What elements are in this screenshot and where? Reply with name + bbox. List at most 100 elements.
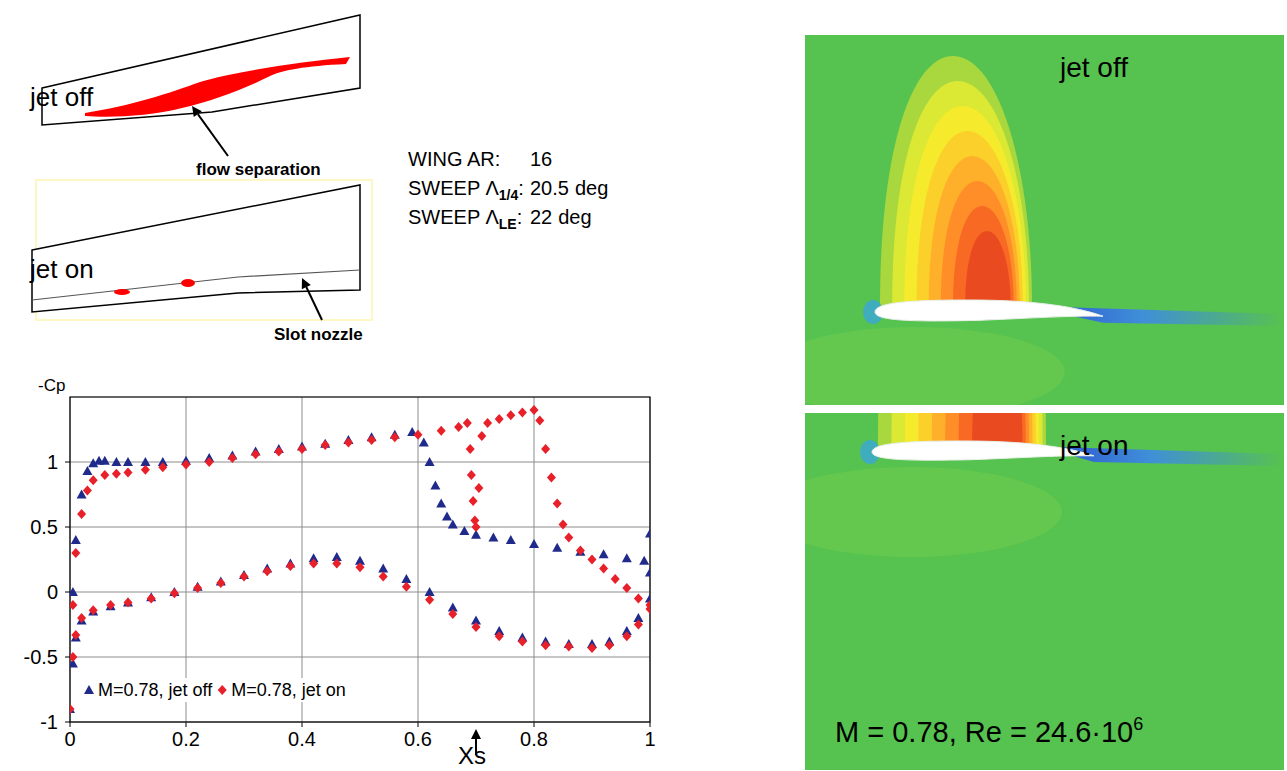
conditions-superscript: 6 (1133, 714, 1143, 734)
data-point (611, 574, 620, 584)
tick-label-x: 0.4 (288, 728, 316, 750)
data-point (100, 470, 109, 480)
tick-y (65, 592, 70, 593)
data-point (228, 453, 237, 463)
data-point (530, 405, 539, 415)
data-point (425, 587, 435, 596)
parameter-label: WING AR: (408, 148, 500, 170)
parameter-prefix: SWEEP Λ (408, 206, 499, 228)
series-triangle (70, 427, 650, 713)
supersonic-region (880, 56, 1032, 306)
conditions-text: M = 0.78, Re = 24.6·10 (835, 716, 1133, 748)
tick-label-x: 0.8 (520, 728, 548, 750)
data-point (77, 613, 86, 623)
data-point (124, 467, 133, 477)
data-point (436, 499, 446, 508)
data-point (639, 556, 649, 565)
planform-jet-off: jet offflow separation (29, 15, 360, 179)
data-point (158, 462, 167, 472)
data-point (448, 519, 458, 528)
legend-marker (84, 685, 94, 694)
data-point (170, 588, 179, 598)
tick-x (302, 722, 303, 727)
separation-arrow (192, 106, 228, 156)
parameter-subscript: 1/4 (499, 187, 519, 203)
grid-line-x (418, 397, 419, 722)
data-point (437, 426, 446, 436)
legend-background (80, 678, 350, 702)
tick-label-y: 0.5 (30, 516, 58, 538)
parameter-number: 22 (530, 206, 552, 228)
data-point (506, 410, 515, 420)
data-point (425, 457, 435, 466)
data-point (634, 620, 643, 630)
data-point (448, 609, 457, 619)
data-point (634, 594, 643, 604)
data-point (89, 475, 98, 485)
supersonic-region (965, 231, 1011, 306)
panel-label: jet off (1059, 52, 1128, 83)
parameter-unit: deg (558, 206, 591, 228)
data-points (70, 405, 650, 714)
data-point (547, 473, 556, 483)
data-point (495, 631, 504, 641)
data-point (414, 430, 423, 440)
data-point (367, 435, 376, 445)
data-point (124, 597, 133, 607)
parameter-suffix: : (517, 206, 523, 228)
panel-label: jet on (1059, 430, 1129, 461)
parameter-value: 20.5deg (530, 177, 608, 199)
data-point (564, 642, 573, 652)
cp-chart: 00.20.40.60.81-1-0.500.51-CpM=0.78, jet … (24, 376, 656, 769)
data-point (483, 418, 492, 428)
parameter-suffix: : (518, 177, 524, 199)
data-point (477, 431, 486, 441)
annotation-label: Xs (458, 742, 486, 769)
plot-area (70, 397, 650, 722)
figure: jet offflow separation jet on Slot nozzle W… (0, 0, 1287, 771)
y-axis-title: -Cp (38, 376, 65, 395)
legend-label: M=0.78, jet off (98, 680, 213, 700)
planform-jet-on: jet on Slot nozzle (29, 180, 372, 344)
planform-label: jet on (29, 254, 94, 284)
supersonic-region (941, 181, 1017, 306)
data-point (123, 597, 133, 606)
data-point (442, 512, 452, 521)
data-point (193, 583, 202, 593)
data-point (298, 444, 307, 454)
data-point (274, 447, 283, 457)
data-point (541, 640, 550, 650)
data-point (70, 704, 75, 714)
data-point (495, 414, 504, 424)
slot-label: Slot nozzle (274, 325, 363, 344)
parameter-unit: deg (575, 177, 608, 199)
data-point (518, 636, 527, 646)
slot-arrow (302, 278, 322, 320)
data-point (559, 519, 568, 529)
data-point (454, 422, 463, 432)
slot-arrow-head (302, 278, 311, 289)
wing-parameters: WING AR:16SWEEP Λ1/4:20.5degSWEEP ΛLE:22… (408, 148, 608, 232)
parameter-label: SWEEP ΛLE: (408, 206, 522, 232)
supersonic-region (953, 206, 1014, 306)
data-point (430, 480, 440, 489)
legend-marker (218, 685, 227, 695)
data-point (71, 535, 81, 544)
data-point (576, 545, 585, 555)
tick-label-x: 0.2 (172, 728, 200, 750)
data-point (529, 539, 539, 548)
data-point (141, 465, 150, 475)
legend: M=0.78, jet offM=0.78, jet on (80, 678, 350, 702)
data-point (466, 444, 475, 454)
tick-x (650, 722, 651, 727)
series-diamond (70, 405, 650, 714)
data-point (469, 496, 478, 506)
field-background (805, 413, 1284, 770)
data-point (646, 604, 651, 614)
data-point (140, 457, 150, 466)
data-point (251, 449, 260, 459)
data-point (123, 457, 133, 466)
parameter-value: 22 deg (530, 206, 592, 228)
tick-label-x: 0.6 (404, 728, 432, 750)
conditions-label: M = 0.78, Re = 24.6·106 (835, 714, 1143, 748)
